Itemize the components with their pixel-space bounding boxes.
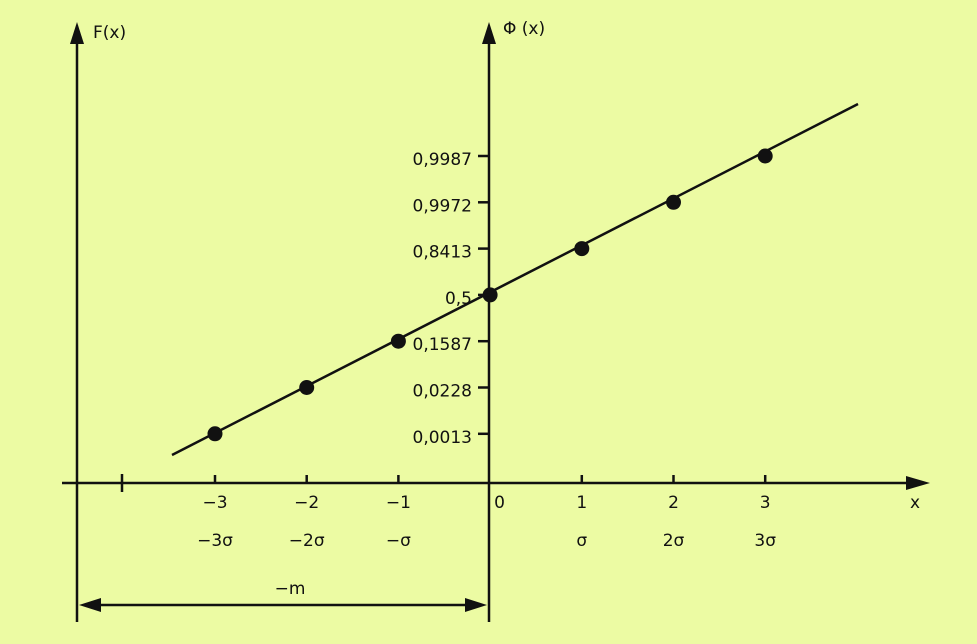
x-tick-label: −2 xyxy=(294,493,319,513)
point xyxy=(390,333,406,349)
y-tick-label: 0,0013 xyxy=(413,428,472,448)
arrow xyxy=(79,598,101,612)
left-axis-label: F(x) xyxy=(93,23,126,43)
sigma-label: −3σ xyxy=(197,531,233,551)
y-tick-label: 0,1587 xyxy=(413,335,472,355)
arrow xyxy=(906,476,930,490)
x-tick-label: 2 xyxy=(668,493,679,513)
point xyxy=(574,241,590,257)
x-tick-label: −1 xyxy=(386,493,411,513)
point xyxy=(207,426,223,442)
point xyxy=(299,380,315,395)
sigma-label: −σ xyxy=(386,531,411,551)
sigma-label: 3σ xyxy=(754,531,776,551)
y-tick-label: 0,5 xyxy=(445,289,472,309)
right-axis-label: Φ (x) xyxy=(503,19,545,39)
y-tick-label: 0,9972 xyxy=(413,196,472,216)
arrow xyxy=(70,22,84,44)
x-tick-label: 0 xyxy=(494,493,505,513)
sigma-label: 2σ xyxy=(663,531,685,551)
point xyxy=(666,194,681,210)
y-tick-label: 0,0228 xyxy=(413,382,472,402)
x-tick-label: 1 xyxy=(576,493,587,513)
x-tick-label: 3 xyxy=(760,493,771,513)
x-axis-label: x xyxy=(910,493,920,513)
sigma-label: σ xyxy=(576,531,587,551)
y-tick-label: 0,8413 xyxy=(413,243,472,263)
point xyxy=(757,148,773,164)
point xyxy=(482,287,498,303)
sigma-label: −2σ xyxy=(289,531,325,551)
arrow xyxy=(465,598,487,612)
y-tick-label: 0,9987 xyxy=(413,150,472,170)
probability-line xyxy=(171,102,859,457)
arrow xyxy=(482,22,496,44)
offset-label: −m xyxy=(275,579,306,599)
x-tick-label: −3 xyxy=(202,493,227,513)
